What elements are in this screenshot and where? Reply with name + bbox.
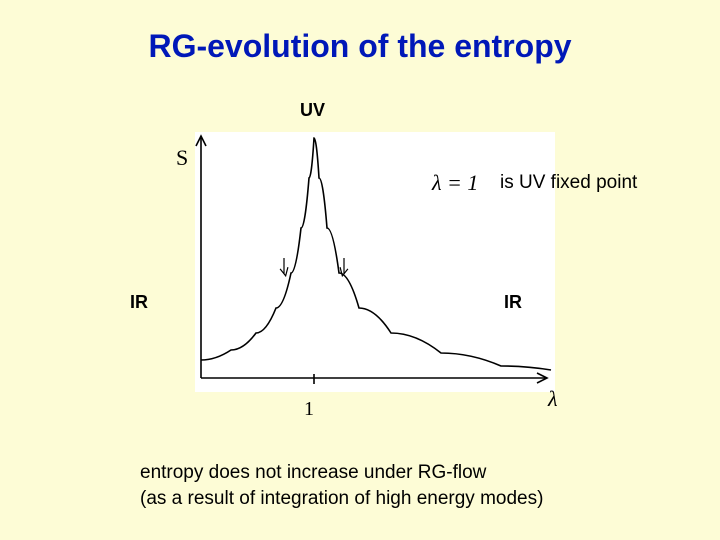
page-title: RG-evolution of the entropy <box>0 28 720 65</box>
label-ir-left: IR <box>130 292 148 313</box>
entropy-rg-svg <box>195 132 555 392</box>
label-ir-right: IR <box>504 292 522 313</box>
axis-tick-1: 1 <box>304 398 314 421</box>
caption-line-2: (as a result of integration of high ener… <box>140 486 543 512</box>
caption-line-1: entropy does not increase under RG-flow <box>140 460 543 486</box>
entropy-rg-figure <box>195 132 555 392</box>
label-uv: UV <box>300 100 325 121</box>
axis-label-s: S <box>176 145 188 171</box>
label-fixed-point-eq: λ = 1 <box>432 170 478 196</box>
caption: entropy does not increase under RG-flow … <box>140 460 543 512</box>
axis-label-lambda: λ <box>548 386 558 412</box>
label-fixed-point-text: is UV fixed point <box>500 172 637 194</box>
